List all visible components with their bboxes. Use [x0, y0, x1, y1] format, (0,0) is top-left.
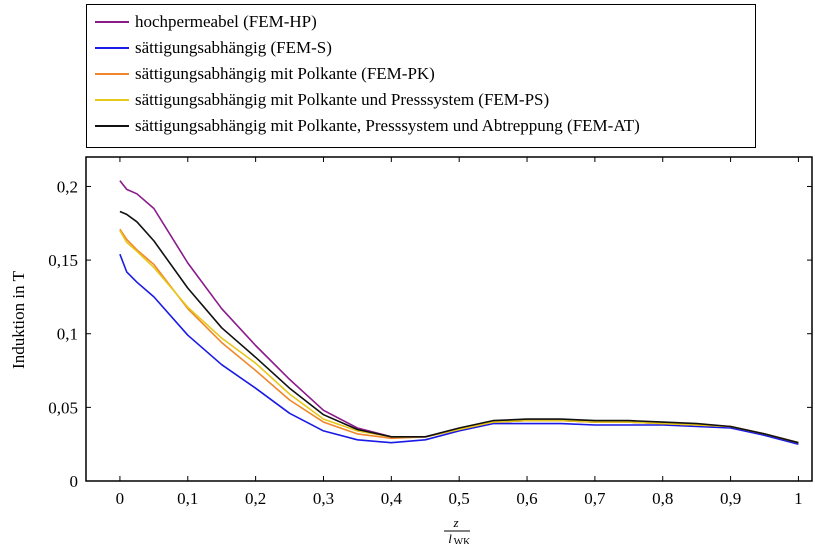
- x-tick-label: 0,2: [245, 489, 266, 508]
- chart-legend: hochpermeabel (FEM-HP) sättigungsabhängig…: [86, 4, 756, 148]
- x-tick-label: 0,5: [449, 489, 470, 508]
- series-line: [119, 180, 799, 444]
- y-tick-label: 0,1: [57, 325, 78, 344]
- plot-frame: [85, 156, 813, 482]
- legend-item: sättigungsabhängig (FEM-S): [95, 37, 332, 59]
- series-line: [119, 230, 799, 444]
- legend-swatch: [95, 73, 129, 75]
- series-line: [119, 253, 799, 445]
- legend-item: hochpermeabel (FEM-HP): [95, 11, 317, 33]
- x-axis-label-subscript: WK: [454, 537, 471, 544]
- y-tick-label: 0,05: [48, 398, 78, 417]
- y-tick-label: 0: [70, 472, 79, 491]
- x-tick-label: 1: [794, 489, 803, 508]
- y-axis-label: Induktion in T: [9, 270, 28, 369]
- x-tick-label: 0,1: [177, 489, 198, 508]
- x-tick-label: 0,9: [720, 489, 741, 508]
- legend-item: sättigungsabhängig mit Polkante, Presssy…: [95, 115, 640, 137]
- legend-label: sättigungsabhängig mit Polkante (FEM-PK): [135, 64, 435, 83]
- x-tick-label: 0: [116, 489, 125, 508]
- ticks-layer: 0 0,1 0,2 0,3 0,4 0,5 0,6 0,7 0,8 0,9 1 0 0,05 0,1 0,1…: [48, 157, 812, 508]
- x-tick-label: 0,7: [584, 489, 606, 508]
- x-tick-label: 0,8: [652, 489, 673, 508]
- series-line: [119, 228, 799, 444]
- x-tick-label: 0,3: [313, 489, 334, 508]
- legend-label: sättigungsabhängig mit Polkante, Presssy…: [135, 116, 640, 135]
- x-axis-label-denominator: l: [448, 531, 452, 544]
- legend-item: sättigungsabhängig mit Polkante (FEM-PK): [95, 63, 435, 85]
- y-tick-label: 0,2: [57, 177, 78, 196]
- legend-item: sättigungsabhängig mit Polkante und Pres…: [95, 89, 549, 111]
- legend-label: sättigungsabhängig mit Polkante und Pres…: [135, 90, 550, 109]
- legend-swatch: [95, 125, 129, 127]
- legend-swatch: [95, 47, 129, 49]
- y-tick-label: 0,15: [48, 251, 78, 270]
- x-tick-label: 0,6: [516, 489, 537, 508]
- series-layer: [119, 180, 799, 445]
- legend-swatch: [95, 99, 129, 101]
- legend-label: hochpermeabel (FEM-HP): [135, 12, 317, 31]
- x-axis-label: z l WK: [444, 515, 471, 544]
- legend-swatch: [95, 21, 129, 23]
- series-line: [119, 210, 799, 444]
- legend-label: sättigungsabhängig (FEM-S): [135, 38, 332, 57]
- x-tick-label: 0,4: [381, 489, 403, 508]
- x-axis-label-numerator: z: [452, 515, 458, 530]
